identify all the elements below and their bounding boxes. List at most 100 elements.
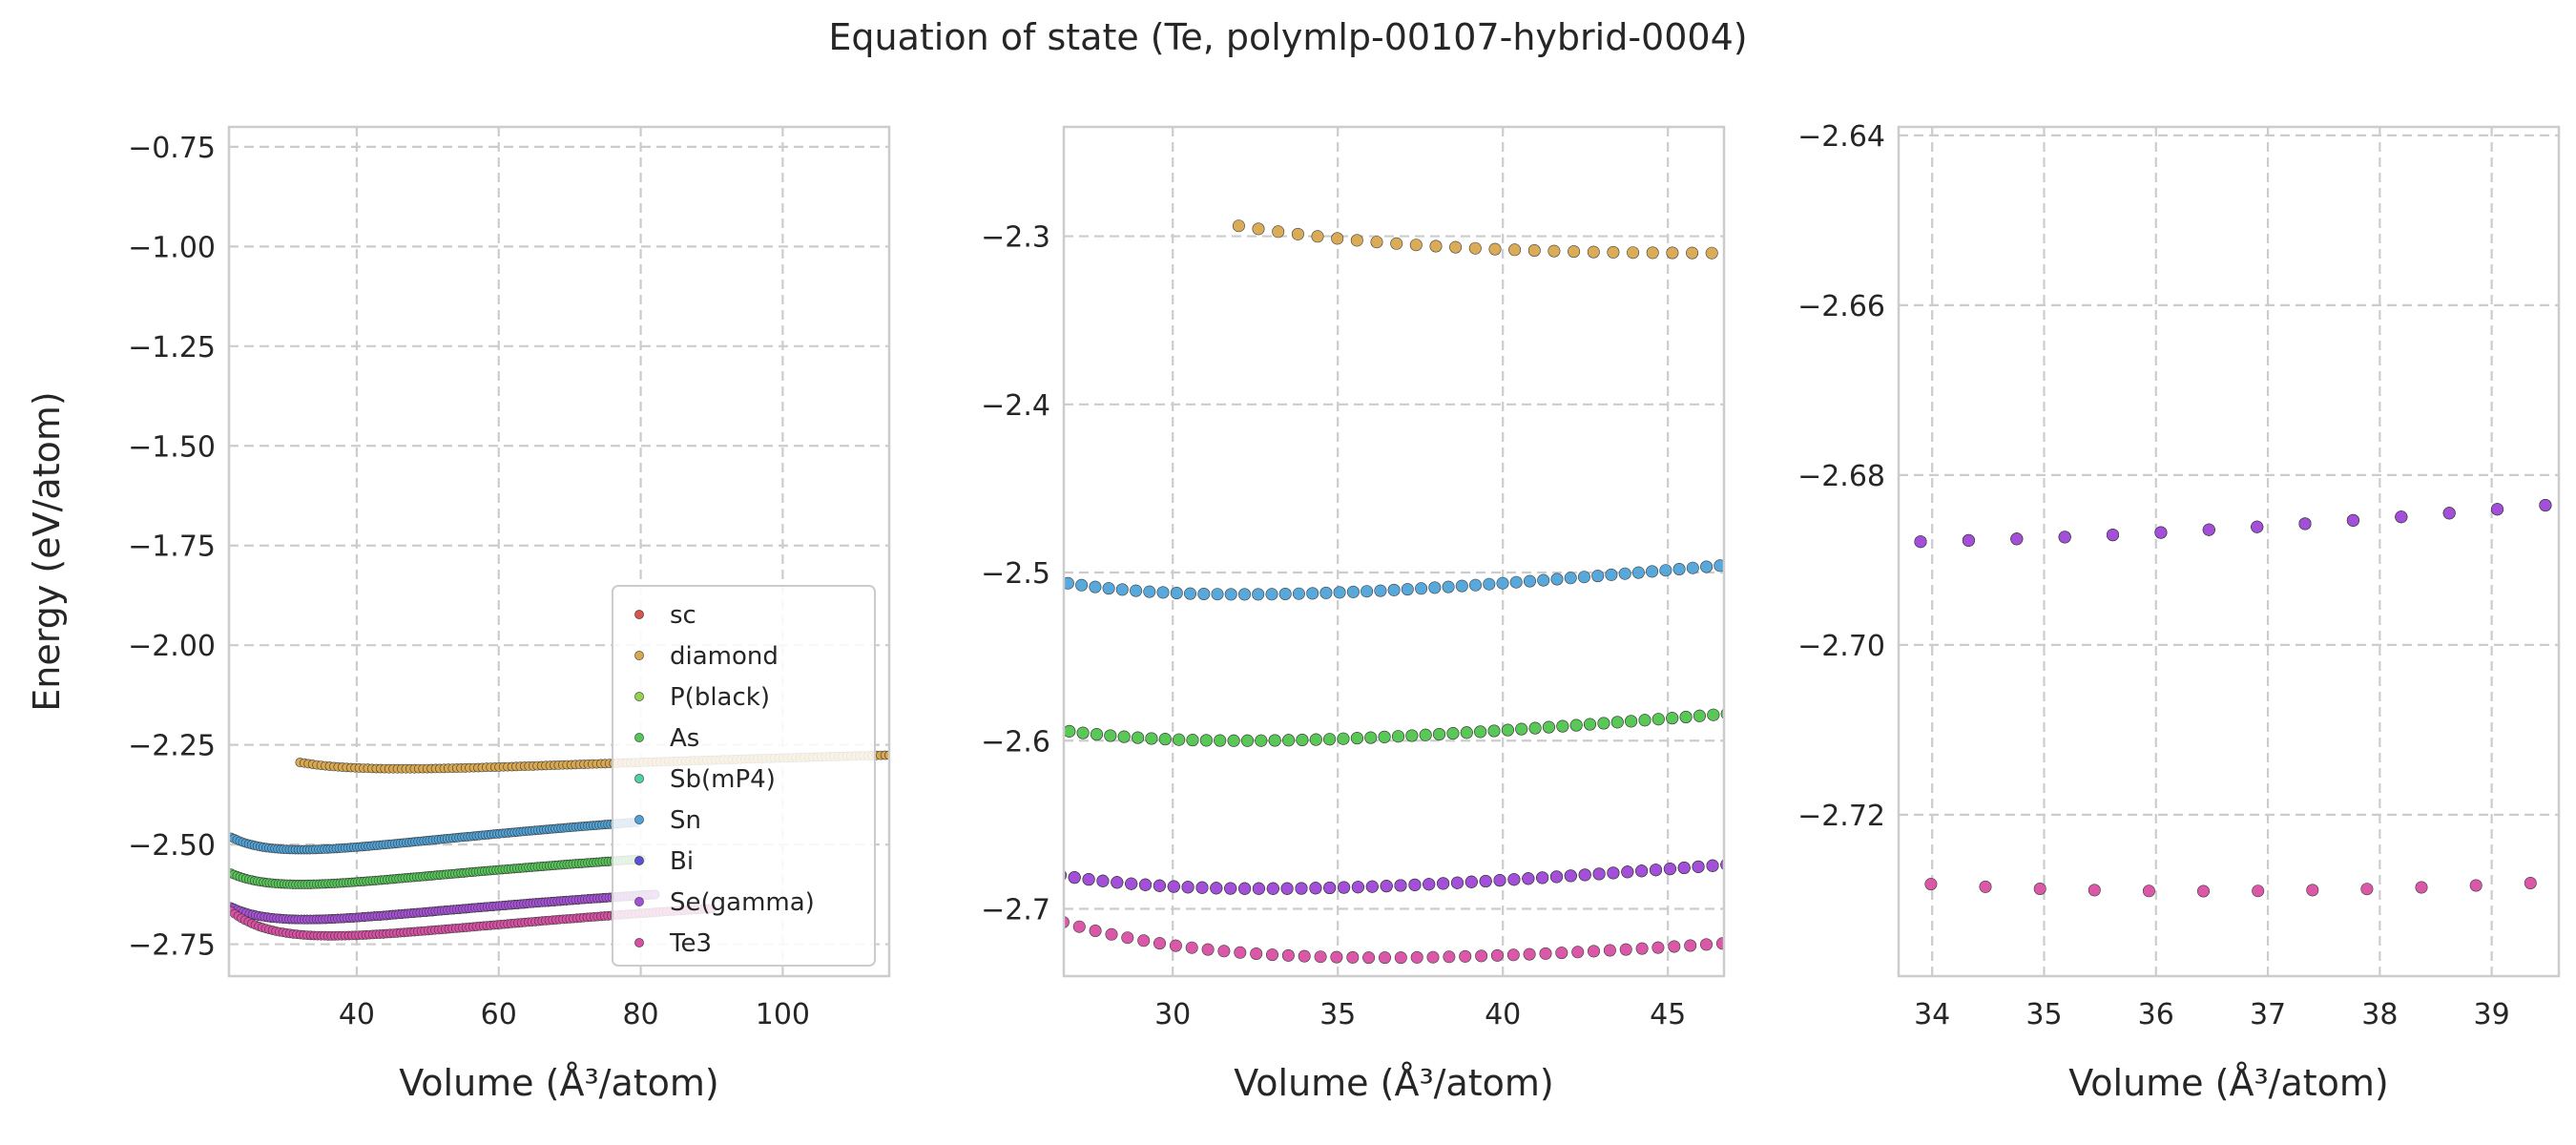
y-tick-label: −2.75 xyxy=(128,929,216,963)
data-point xyxy=(1508,243,1522,257)
y-tick-label: −1.00 xyxy=(128,231,216,264)
right-points xyxy=(1914,498,2552,898)
data-point xyxy=(1455,579,1468,593)
data-point xyxy=(1195,881,1209,894)
data-point xyxy=(1365,880,1379,893)
middle-grid xyxy=(1064,127,1724,976)
legend-label: diamond xyxy=(670,642,779,671)
middle-axes-frame xyxy=(1062,125,1726,978)
data-point xyxy=(1548,244,1561,258)
data-point xyxy=(1311,230,1324,243)
data-point xyxy=(1064,916,1070,928)
data-point xyxy=(1185,941,1198,954)
x-tick-label: 35 xyxy=(2025,998,2062,1031)
data-point xyxy=(1064,576,1074,590)
data-point xyxy=(1415,582,1428,595)
data-point xyxy=(1104,729,1117,742)
data-point xyxy=(1536,871,1549,885)
legend-marker xyxy=(634,938,644,947)
y-tick-label: −2.00 xyxy=(128,630,216,663)
data-point xyxy=(1979,880,1992,893)
data-point xyxy=(1197,587,1211,600)
y-tick-label: −2.70 xyxy=(1797,630,1885,663)
legend-label: Sn xyxy=(670,806,701,835)
data-point xyxy=(1556,719,1569,733)
data-point xyxy=(1125,877,1138,890)
data-point xyxy=(1153,937,1167,950)
data-point xyxy=(1493,874,1506,887)
y-tick-label: −2.25 xyxy=(128,730,216,763)
right-axes-frame xyxy=(1897,125,2561,978)
y-tick-label: −2.68 xyxy=(1797,460,1885,493)
data-point xyxy=(1309,733,1322,746)
y-tick-label: −2.66 xyxy=(1797,290,1885,323)
legend-label: Te3 xyxy=(669,929,712,958)
data-point xyxy=(1490,948,1504,962)
legend-label: P(black) xyxy=(670,683,770,712)
data-point xyxy=(2360,883,2374,896)
data-point xyxy=(1265,588,1278,601)
data-point xyxy=(1272,225,1285,239)
data-point xyxy=(1672,562,1686,575)
data-point xyxy=(1232,219,1245,233)
x-axis-label: Volume (Å³/atom) xyxy=(1234,1062,1554,1104)
data-point xyxy=(1121,931,1134,945)
data-point xyxy=(1451,876,1465,889)
data-point xyxy=(1238,882,1252,895)
data-point xyxy=(2154,526,2168,539)
data-point xyxy=(1607,866,1620,880)
data-point xyxy=(1666,712,1679,725)
data-point xyxy=(2058,531,2071,544)
data-point xyxy=(1409,239,1423,252)
data-point xyxy=(1715,937,1724,950)
data-point xyxy=(1394,879,1407,892)
data-point xyxy=(1597,717,1610,730)
data-point xyxy=(1568,245,1581,259)
data-point xyxy=(1379,951,1392,965)
x-tick-label: 100 xyxy=(756,998,810,1031)
middle-panel: 30 35 40 45 −2.7 −2.6 −2.5 −2.4 −2.3 Volume (Å³/a… xyxy=(981,125,1726,1104)
legend-label: As xyxy=(670,724,699,753)
data-point xyxy=(1428,581,1442,594)
data-point xyxy=(1684,939,1697,952)
left-panel: 40 60 80 100 −2.75 −2.50 −2.25 −2.00 −1.75 −1.50 −… xyxy=(26,125,891,1104)
data-point xyxy=(1224,882,1237,895)
y-axis-label: Energy (eV/atom) xyxy=(26,391,68,711)
data-point xyxy=(1677,861,1691,874)
data-point xyxy=(1227,734,1240,747)
data-point xyxy=(1686,246,1699,260)
data-point xyxy=(1378,730,1391,743)
data-point xyxy=(1211,588,1224,601)
data-point xyxy=(1426,950,1440,964)
data-point xyxy=(1102,582,1115,595)
legend-marker xyxy=(634,856,644,865)
data-point xyxy=(1346,585,1360,598)
data-point xyxy=(1184,587,1197,600)
legend-label: Se(gamma) xyxy=(670,888,815,917)
data-point xyxy=(1346,950,1360,964)
data-point xyxy=(1387,583,1401,596)
x-tick-label: 40 xyxy=(1485,998,1521,1031)
legend-frame xyxy=(612,585,876,967)
data-point xyxy=(1469,578,1483,592)
data-point xyxy=(1401,583,1414,596)
y-tick-label: −2.7 xyxy=(981,894,1050,927)
series-te3 xyxy=(1064,916,1724,965)
data-point xyxy=(1306,587,1319,600)
x-tick-label: 80 xyxy=(622,998,658,1031)
data-point xyxy=(1319,586,1333,599)
data-point xyxy=(1433,727,1446,740)
data-point xyxy=(1210,882,1223,895)
y-tick-label: −2.5 xyxy=(981,557,1050,591)
data-point xyxy=(1666,246,1679,260)
data-point xyxy=(1610,716,1624,729)
data-point xyxy=(1252,882,1265,895)
data-point xyxy=(1487,724,1501,738)
data-point xyxy=(1707,708,1720,721)
data-point xyxy=(1650,864,1663,877)
data-point xyxy=(2088,884,2101,897)
data-point xyxy=(1537,573,1550,587)
data-point xyxy=(2524,876,2537,889)
data-point xyxy=(1663,863,1676,876)
